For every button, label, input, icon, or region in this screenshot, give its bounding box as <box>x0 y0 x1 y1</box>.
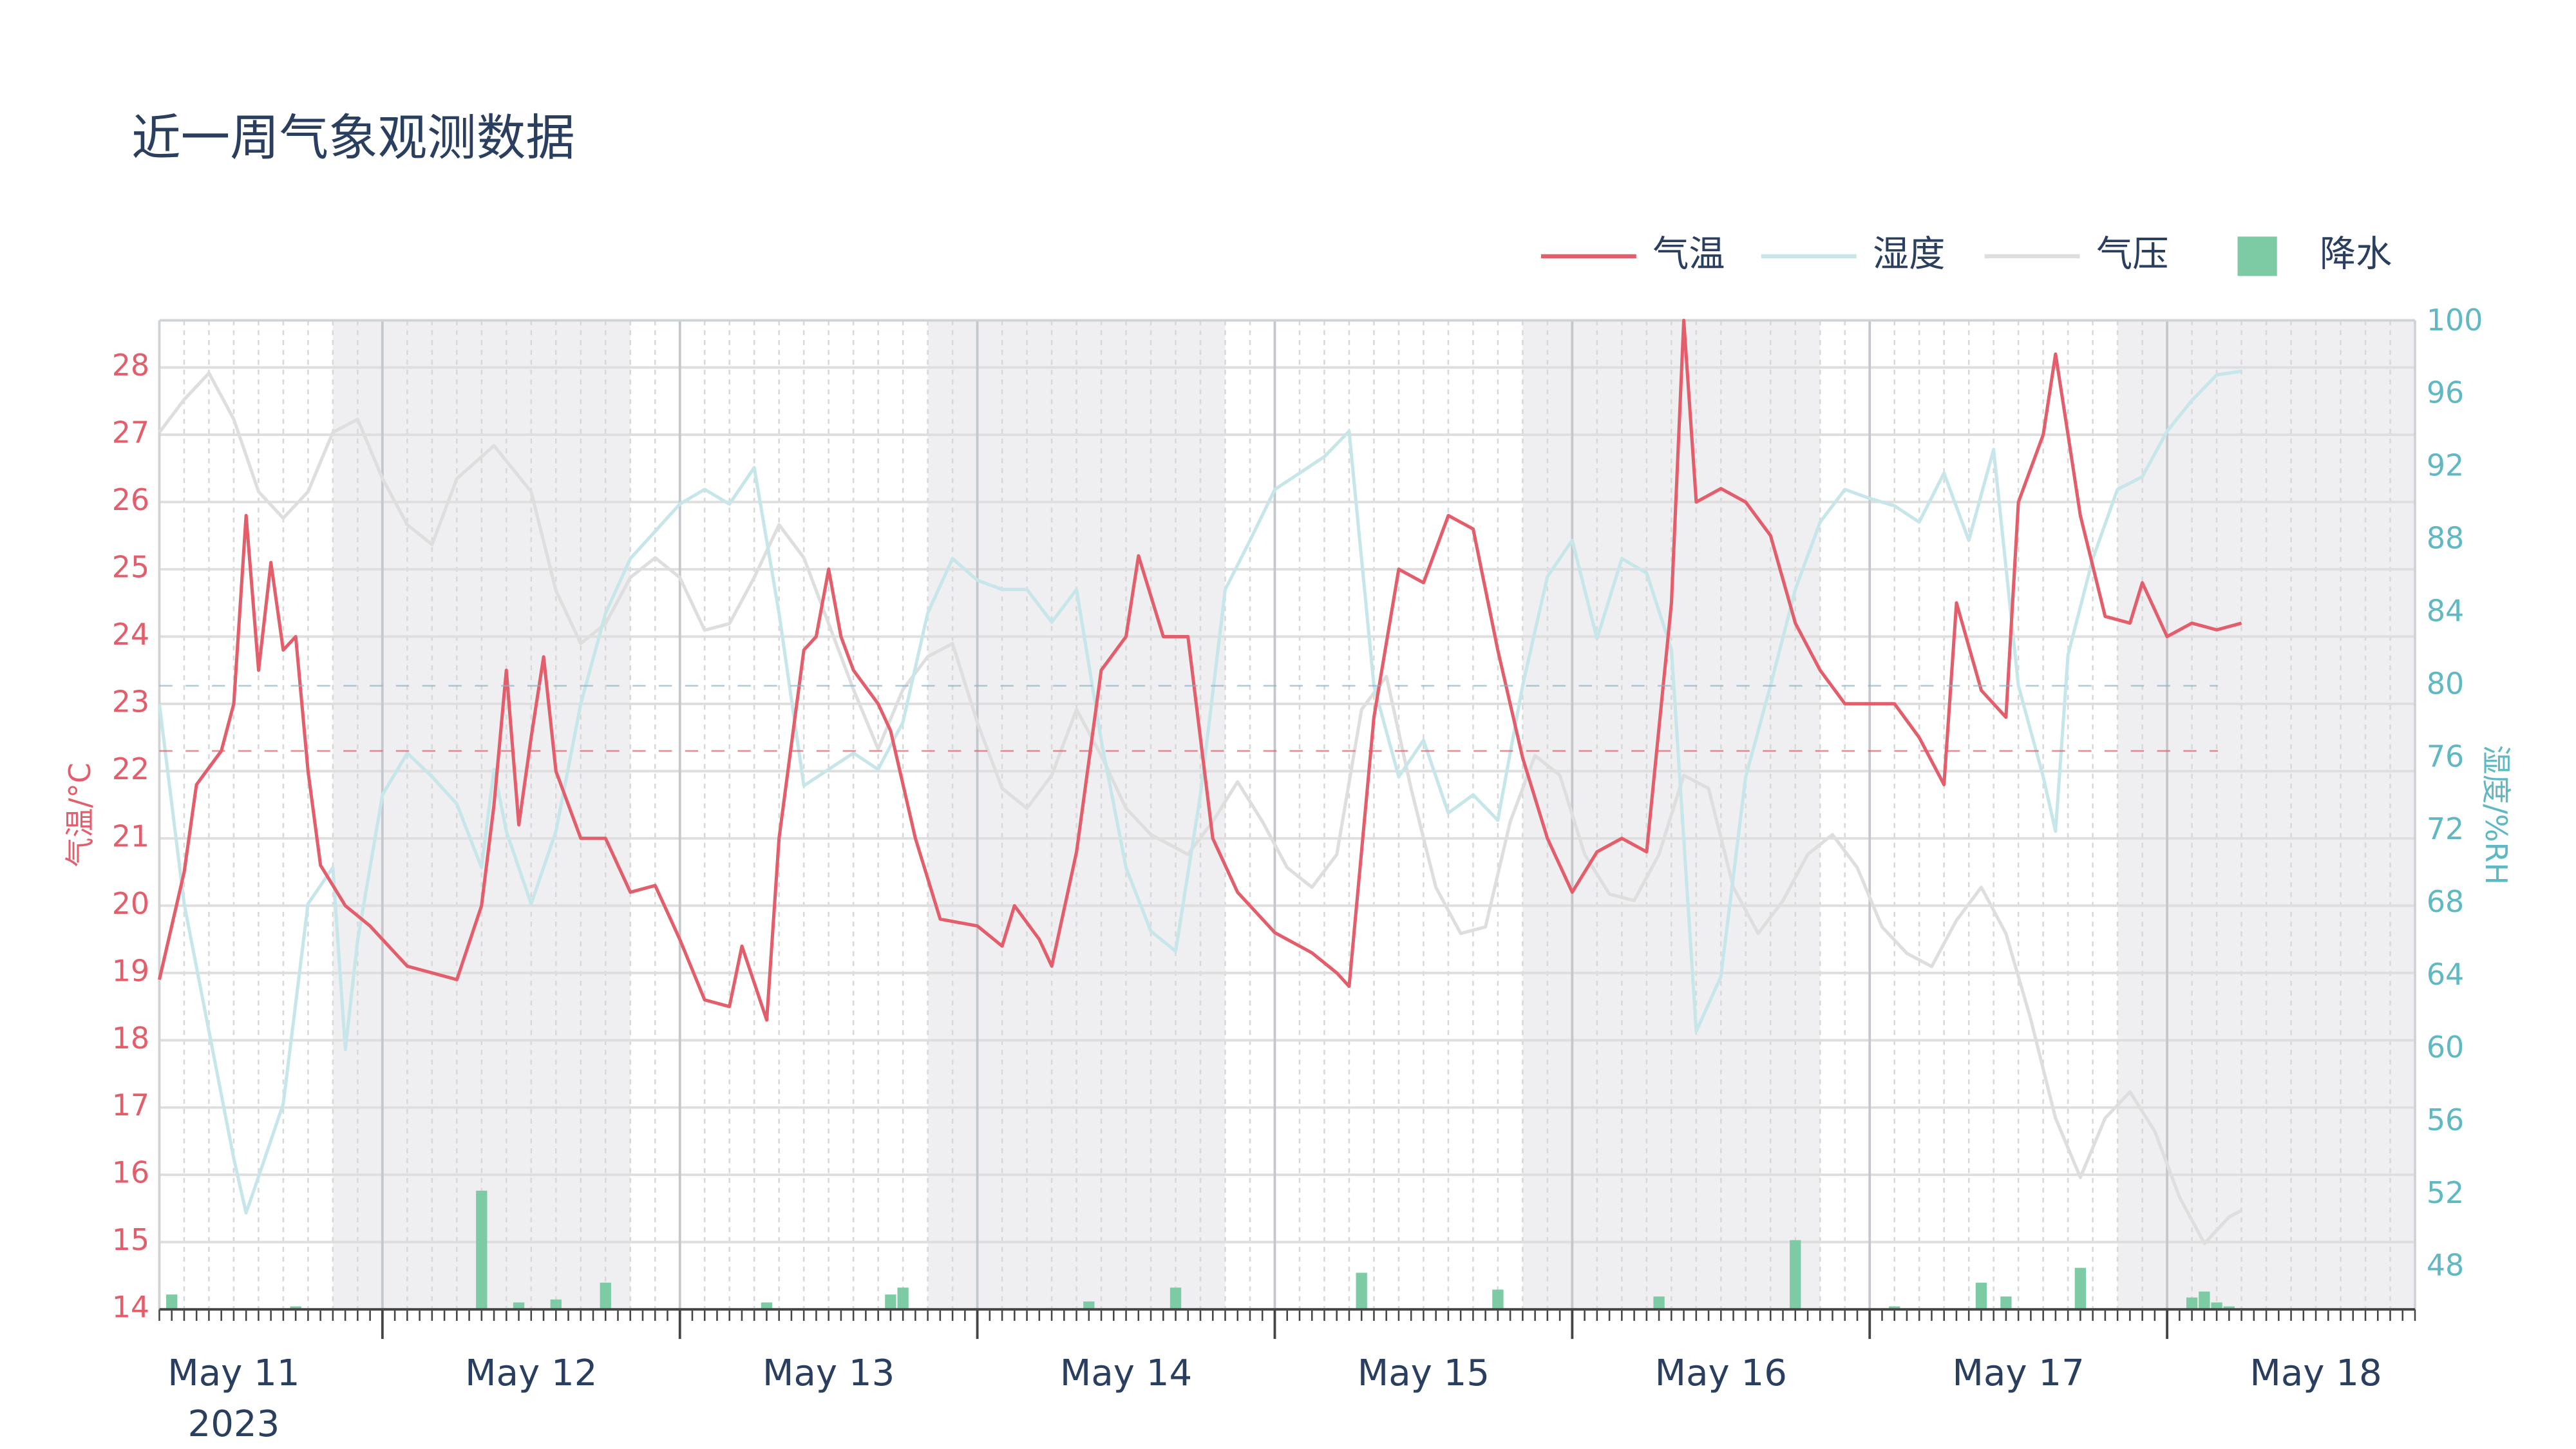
x-tick-label: May 18 <box>2249 1352 2382 1394</box>
x-tick-label: May 11 <box>167 1352 299 1394</box>
x-tick-label: May 12 <box>465 1352 597 1394</box>
precip-bar <box>2223 1306 2235 1310</box>
y-tick-label: 22 <box>112 752 149 786</box>
y-tick-label: 25 <box>112 549 149 584</box>
precip-bar <box>1356 1273 1367 1310</box>
x-tick-label: May 13 <box>762 1352 895 1394</box>
precip-bar <box>2211 1302 2222 1310</box>
y-tick-label: 24 <box>112 617 149 652</box>
y-tick-label: 14 <box>112 1290 149 1325</box>
y-tick-label: 26 <box>112 482 149 517</box>
y2-tick-label: 100 <box>2427 303 2483 337</box>
y2-tick-label: 92 <box>2427 448 2464 483</box>
precip-bar <box>2186 1297 2198 1310</box>
precip-bar <box>1653 1296 1665 1310</box>
y2-tick-label: 52 <box>2427 1175 2464 1210</box>
precip-bar <box>761 1302 773 1310</box>
precip-bar <box>2000 1296 2012 1310</box>
precip-bar <box>1083 1301 1095 1310</box>
y-tick-label: 17 <box>112 1088 149 1122</box>
legend-swatch <box>2237 236 2277 276</box>
y2-tick-label: 88 <box>2427 521 2464 556</box>
precip-bar <box>290 1306 301 1310</box>
precip-bar <box>1492 1289 1504 1310</box>
y2-tick-label: 76 <box>2427 739 2464 773</box>
y2-tick-label: 72 <box>2427 811 2464 846</box>
y2-tick-label: 68 <box>2427 884 2464 919</box>
y-tick-label: 27 <box>112 415 149 450</box>
y-tick-label: 20 <box>112 886 149 921</box>
y-tick-label: 15 <box>112 1222 149 1257</box>
precip-bar <box>1889 1306 1900 1310</box>
series-line <box>158 371 2242 1245</box>
precip-bar <box>166 1294 178 1310</box>
y2-tick-label: 60 <box>2427 1030 2464 1065</box>
y2-axis-title: 湿度/%RH <box>2479 745 2514 885</box>
y-tick-label: 18 <box>112 1021 149 1056</box>
x-tick-label: May 14 <box>1060 1352 1192 1394</box>
y-tick-label: 23 <box>112 684 149 719</box>
series-line <box>157 318 2242 1022</box>
chart-title: 近一周气象观测数据 <box>131 109 575 167</box>
precip-bar <box>1975 1282 1987 1310</box>
precip-bar <box>1170 1287 1182 1310</box>
precip-bar <box>1790 1240 1801 1310</box>
precip-bar <box>600 1282 611 1310</box>
x-year-label: 2023 <box>188 1403 280 1445</box>
y-axis-title: 气温/°C <box>62 762 97 867</box>
precip-bar <box>897 1287 909 1310</box>
precip-bar <box>476 1190 488 1310</box>
y2-tick-label: 80 <box>2427 666 2464 701</box>
precip-bar <box>2074 1267 2087 1310</box>
x-tick-label: May 17 <box>1953 1352 2085 1394</box>
y2-tick-label: 48 <box>2427 1248 2464 1283</box>
x-tick-label: May 15 <box>1358 1352 1490 1394</box>
x-tick-label: May 16 <box>1655 1352 1787 1394</box>
y2-tick-label: 84 <box>2427 593 2464 628</box>
y2-tick-label: 64 <box>2427 957 2464 992</box>
series-line <box>157 370 2242 1215</box>
legend-label: 湿度 <box>1873 234 1945 276</box>
y-tick-label: 21 <box>112 819 149 853</box>
legend-label: 气压 <box>2096 234 2168 276</box>
legend-label: 降水 <box>2320 234 2392 276</box>
y2-tick-label: 96 <box>2427 375 2464 410</box>
precip-bar <box>513 1302 525 1310</box>
y2-tick-label: 56 <box>2427 1103 2464 1137</box>
precip-bar <box>2199 1291 2210 1310</box>
y-tick-label: 16 <box>112 1155 149 1190</box>
y-tick-label: 28 <box>112 348 149 383</box>
precip-bar <box>885 1294 896 1310</box>
precip-bar <box>550 1299 562 1310</box>
legend-label: 气温 <box>1653 234 1725 276</box>
y-tick-label: 19 <box>112 953 149 988</box>
